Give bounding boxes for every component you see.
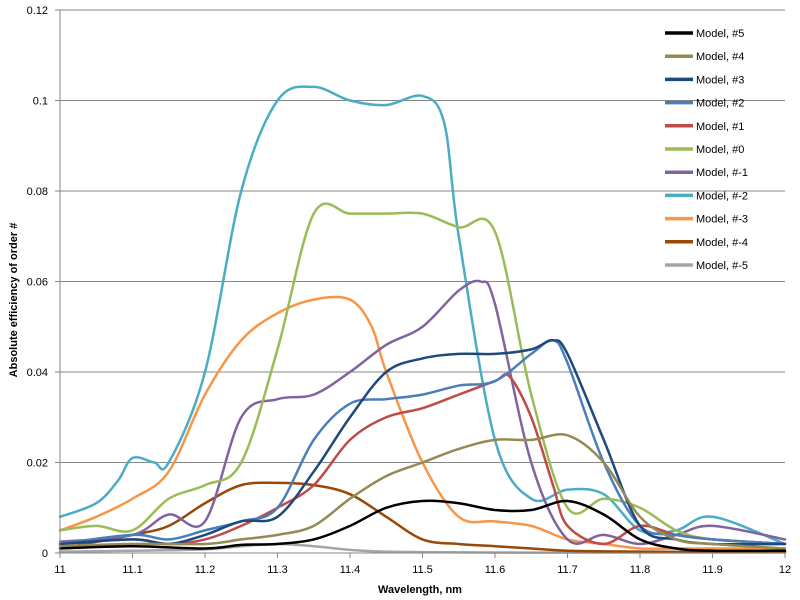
legend-label: Model, #-4	[696, 237, 748, 249]
legend-label: Model, #3	[696, 74, 744, 86]
series-line	[58, 279, 787, 546]
x-tick-label: 11.8	[630, 564, 651, 576]
legend-label: Model, #1	[696, 121, 744, 133]
x-tick-label: 11.6	[485, 564, 506, 576]
x-tick-label: 11.1	[122, 564, 143, 576]
series-line	[58, 373, 787, 546]
x-tick-label: 11.4	[340, 564, 361, 576]
legend: Model, #5 Model, #4 Model, #3 Model, #2 Mode…	[665, 28, 748, 272]
legend-label: Model, #0	[696, 144, 744, 156]
x-tick-label: 11.5	[412, 564, 433, 576]
legend-label: Model, #-2	[696, 190, 748, 202]
y-axis-title: Absolute efficiency of order #	[8, 223, 20, 378]
x-tick-label: 11.3	[267, 564, 288, 576]
series-lines	[58, 85, 787, 554]
x-tick-label: 11	[54, 564, 65, 576]
x-axis-title: Wavelength, nm	[378, 584, 462, 596]
y-tick-label: 0	[42, 548, 48, 560]
series-line	[58, 202, 787, 546]
x-tick-label: 11.2	[195, 564, 216, 576]
series-line	[58, 481, 787, 554]
legend-label: Model, #2	[696, 98, 744, 110]
axes: 0 0.02 0.04 0.06 0.08 0.1 0.12 11 11.1 11.2 11.3 11…	[27, 5, 792, 576]
x-tick-label: 12	[779, 564, 791, 576]
series-line	[58, 433, 787, 550]
y-tick-label: 0.1	[33, 96, 48, 108]
y-tick-label: 0.12	[27, 5, 48, 17]
series-line	[58, 499, 787, 553]
series-line	[58, 295, 787, 551]
series-line	[58, 85, 787, 546]
legend-label: Model, #4	[696, 51, 744, 63]
grid	[60, 9, 785, 463]
legend-label: Model, #-3	[696, 214, 748, 226]
y-tick-label: 0.06	[27, 277, 48, 289]
legend-label: Model, #5	[696, 28, 744, 40]
x-tick-label: 11.7	[557, 564, 578, 576]
legend-label: Model, #-1	[696, 167, 748, 179]
y-tick-label: 0.04	[27, 367, 48, 379]
y-tick-label: 0.02	[27, 458, 48, 470]
y-tick-label: 0.08	[27, 186, 48, 198]
legend-label: Model, #-5	[696, 260, 748, 272]
x-tick-label: 11.9	[702, 564, 723, 576]
series-line	[58, 339, 787, 546]
